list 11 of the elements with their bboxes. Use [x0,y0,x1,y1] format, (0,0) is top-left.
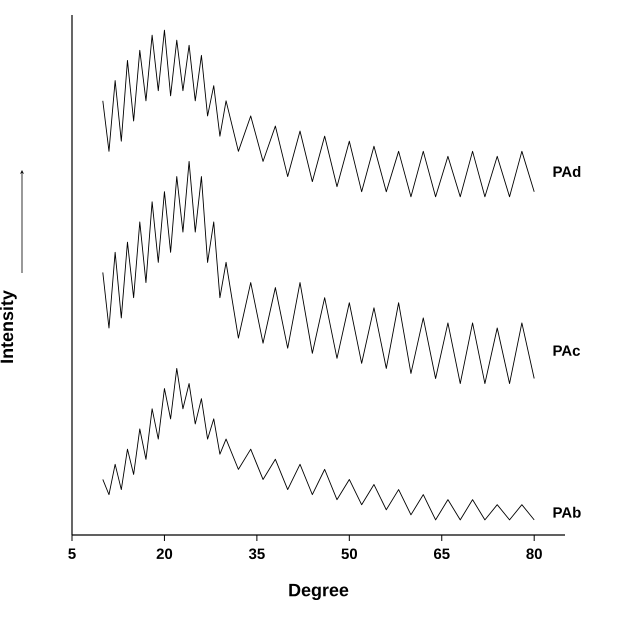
y-axis-title: Intensity [0,290,17,363]
series-label: PAb [554,506,581,518]
x-tick-label: 50 [341,548,357,560]
series-label: PAd [554,166,580,177]
x-tick-label: 65 [434,548,450,560]
x-tick-label: 20 [156,548,172,560]
x-tick-label: 35 [248,548,265,560]
x-axis-title: Degree [289,584,348,600]
x-tick-label: 80 [526,548,542,560]
x-tick-label: 5 [68,548,76,559]
series-label: PAc [554,346,580,356]
